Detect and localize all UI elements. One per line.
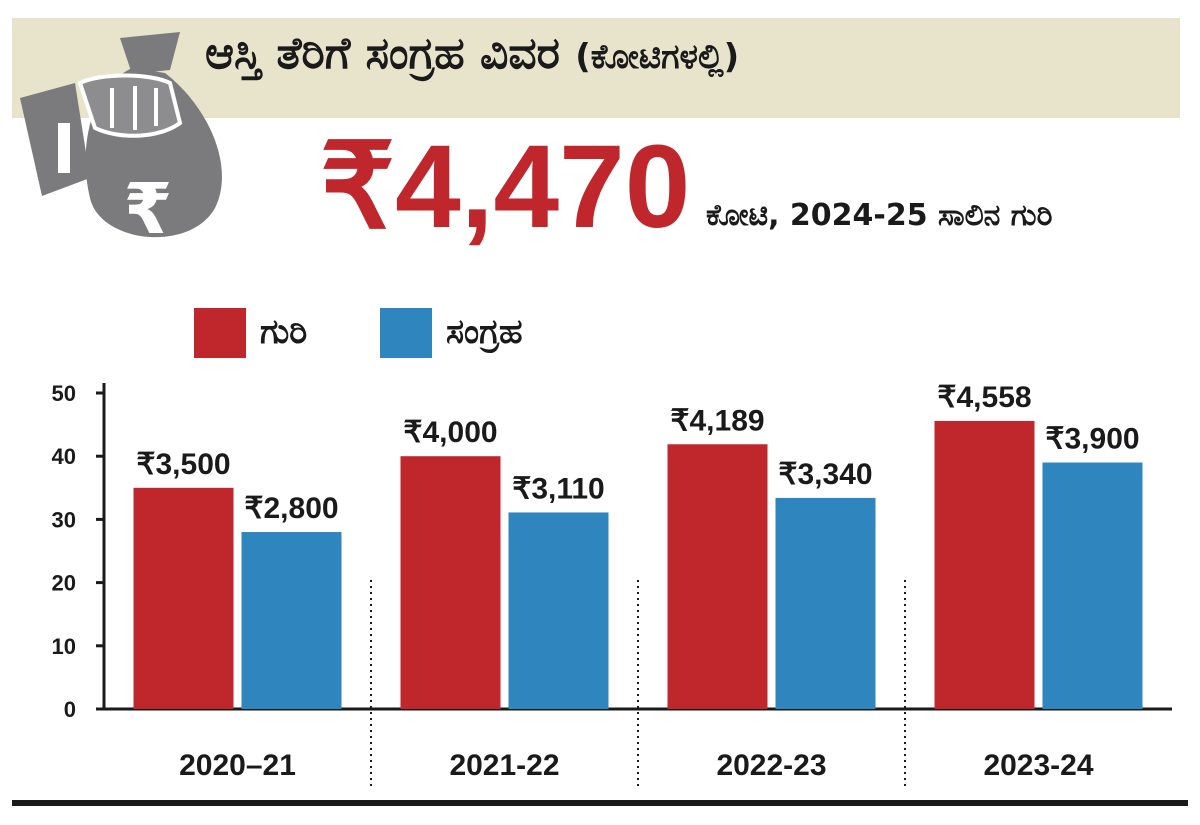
data-label-collection: ₹3,110 xyxy=(512,472,605,505)
header-band xyxy=(12,18,1180,118)
bar-collection xyxy=(508,512,609,709)
y-tick-label: 50 xyxy=(52,381,76,406)
bottom-rule xyxy=(12,800,1188,806)
title-text: ಆಸ್ತಿ ತೆರಿಗೆ ಸಂಗ್ರಹ ವಿವರ xyxy=(205,28,560,79)
x-tick-label: 2021-22 xyxy=(449,749,559,782)
rupee-symbol: ₹ xyxy=(124,168,173,250)
page-title: ಆಸ್ತಿ ತೆರಿಗೆ ಸಂಗ್ರಹ ವಿವರ (ಕೋಟಿಗಳಲ್ಲಿ) xyxy=(205,28,739,79)
legend-label-target: ಗುರಿ xyxy=(260,312,308,352)
data-label-collection: ₹3,340 xyxy=(778,458,872,491)
bar-target xyxy=(133,487,234,709)
bar-collection xyxy=(775,497,876,709)
y-tick-label: 30 xyxy=(52,507,76,532)
bar-collection xyxy=(1042,462,1143,709)
data-label-collection: ₹2,800 xyxy=(244,492,338,525)
bar-collection xyxy=(241,532,342,709)
bar-target xyxy=(667,444,768,709)
bar-target xyxy=(934,420,1035,709)
legend-swatch-collection xyxy=(380,308,432,358)
legend-swatch-target xyxy=(194,308,246,358)
y-tick-label: 20 xyxy=(52,571,76,596)
data-label-target: ₹4,558 xyxy=(937,381,1031,414)
x-tick-label: 2023-24 xyxy=(983,749,1093,782)
highlight-value: ₹4,470 xyxy=(320,121,691,253)
x-tick-label: 2022-23 xyxy=(716,749,826,782)
data-label-target: ₹4,000 xyxy=(403,416,497,449)
data-label-target: ₹3,500 xyxy=(136,448,230,481)
data-label-collection: ₹3,900 xyxy=(1045,423,1139,456)
y-tick-label: 0 xyxy=(64,697,76,722)
money-bag-rupee-icon: ₹ xyxy=(20,32,222,250)
legend-label-collection: ಸಂಗ್ರಹ xyxy=(446,312,523,352)
highlight-caption: ಕೋಟಿ, 2024-25 ಸಾಲಿನ ಗುರಿ xyxy=(706,198,1053,233)
data-label-target: ₹4,189 xyxy=(670,404,764,437)
y-tick-label: 10 xyxy=(52,634,76,659)
bar-target xyxy=(400,456,501,709)
title-unit: (ಕೋಟಿಗಳಲ್ಲಿ) xyxy=(575,37,740,77)
x-tick-label: 2020–21 xyxy=(179,749,296,782)
y-tick-label: 40 xyxy=(52,444,76,469)
